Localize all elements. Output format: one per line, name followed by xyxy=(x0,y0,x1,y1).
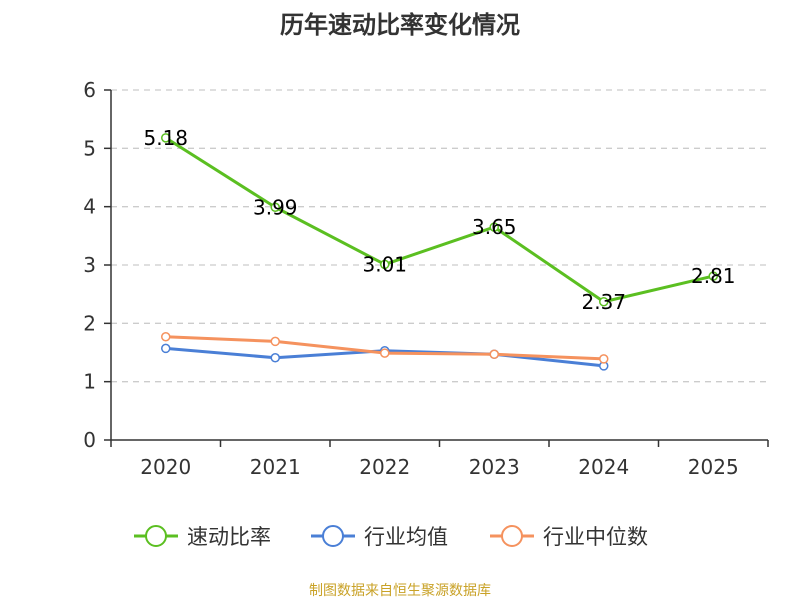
data-label-2020: 5.18 xyxy=(143,126,188,150)
x-tick-label-2024: 2024 xyxy=(578,455,629,479)
chart-title: 历年速动比率变化情况 xyxy=(280,11,520,39)
point-行业中位数-2022 xyxy=(380,348,390,358)
point-行业均值-2021 xyxy=(270,353,280,363)
y-tick-label-3: 3 xyxy=(83,253,96,277)
series-速动比率 xyxy=(161,133,718,307)
y-tick-label-6: 6 xyxy=(83,78,96,102)
legend-label-行业中位数: 行业中位数 xyxy=(543,525,648,549)
data-labels: 5.18 3.99 3.01 3.65 2.37 2.81 xyxy=(143,126,735,314)
x-tick-label-2025: 2025 xyxy=(688,455,739,479)
series-layer xyxy=(161,133,718,371)
legend-item-速动比率[interactable]: 速动比率 xyxy=(134,525,271,549)
point-速动比率-2020 xyxy=(161,133,171,143)
point-行业均值-2020 xyxy=(161,343,171,354)
point-速动比率-2022 xyxy=(380,259,390,270)
y-tick-label-4: 4 xyxy=(83,195,96,219)
series-行业中位数 xyxy=(161,332,609,364)
point-速动比率-2023 xyxy=(489,222,499,232)
legend-marker-行业中位数 xyxy=(501,525,523,547)
legend-item-行业中位数[interactable]: 行业中位数 xyxy=(490,525,648,549)
point-速动比率-2021 xyxy=(270,202,280,212)
point-行业中位数-2023 xyxy=(489,349,499,359)
x-tick-label-2023: 2023 xyxy=(469,455,520,479)
data-label-2025: 2.81 xyxy=(691,264,736,288)
data-label-2021: 3.99 xyxy=(253,195,298,219)
point-速动比率-2025 xyxy=(708,271,718,281)
data-label-2024: 2.37 xyxy=(581,290,626,314)
x-tick-label-2022: 2022 xyxy=(359,455,410,479)
legend[interactable]: 速动比率 行业均值 行业中位数 xyxy=(134,525,648,549)
legend-marker-行业均值 xyxy=(322,525,344,547)
legend-marker-速动比率 xyxy=(145,525,167,547)
point-速动比率-2024 xyxy=(599,297,609,307)
point-行业中位数-2020 xyxy=(161,332,171,342)
y-tick-label-2: 2 xyxy=(83,311,96,335)
x-tick-label-2020: 2020 xyxy=(140,455,191,479)
point-行业中位数-2021 xyxy=(270,336,280,347)
series-line-速动比率 xyxy=(164,136,714,304)
legend-item-行业均值[interactable]: 行业均值 xyxy=(311,525,448,549)
source-note: 制图数据来自恒生聚源数据库 xyxy=(309,583,491,599)
data-label-2023: 3.65 xyxy=(472,215,517,239)
y-tick-label-1: 1 xyxy=(83,370,96,394)
legend-label-速动比率: 速动比率 xyxy=(187,525,271,549)
point-行业中位数-2024 xyxy=(599,354,609,364)
x-tick-label-2021: 2021 xyxy=(250,455,301,479)
y-tick-label-5: 5 xyxy=(83,136,96,160)
legend-label-行业均值: 行业均值 xyxy=(364,525,448,549)
axes: 0 1 2 3 4 5 6 2020 2021 2022 2023 2024 2025 xyxy=(83,78,769,479)
y-tick-label-0: 0 xyxy=(83,428,96,452)
data-label-2022: 3.01 xyxy=(362,252,407,276)
